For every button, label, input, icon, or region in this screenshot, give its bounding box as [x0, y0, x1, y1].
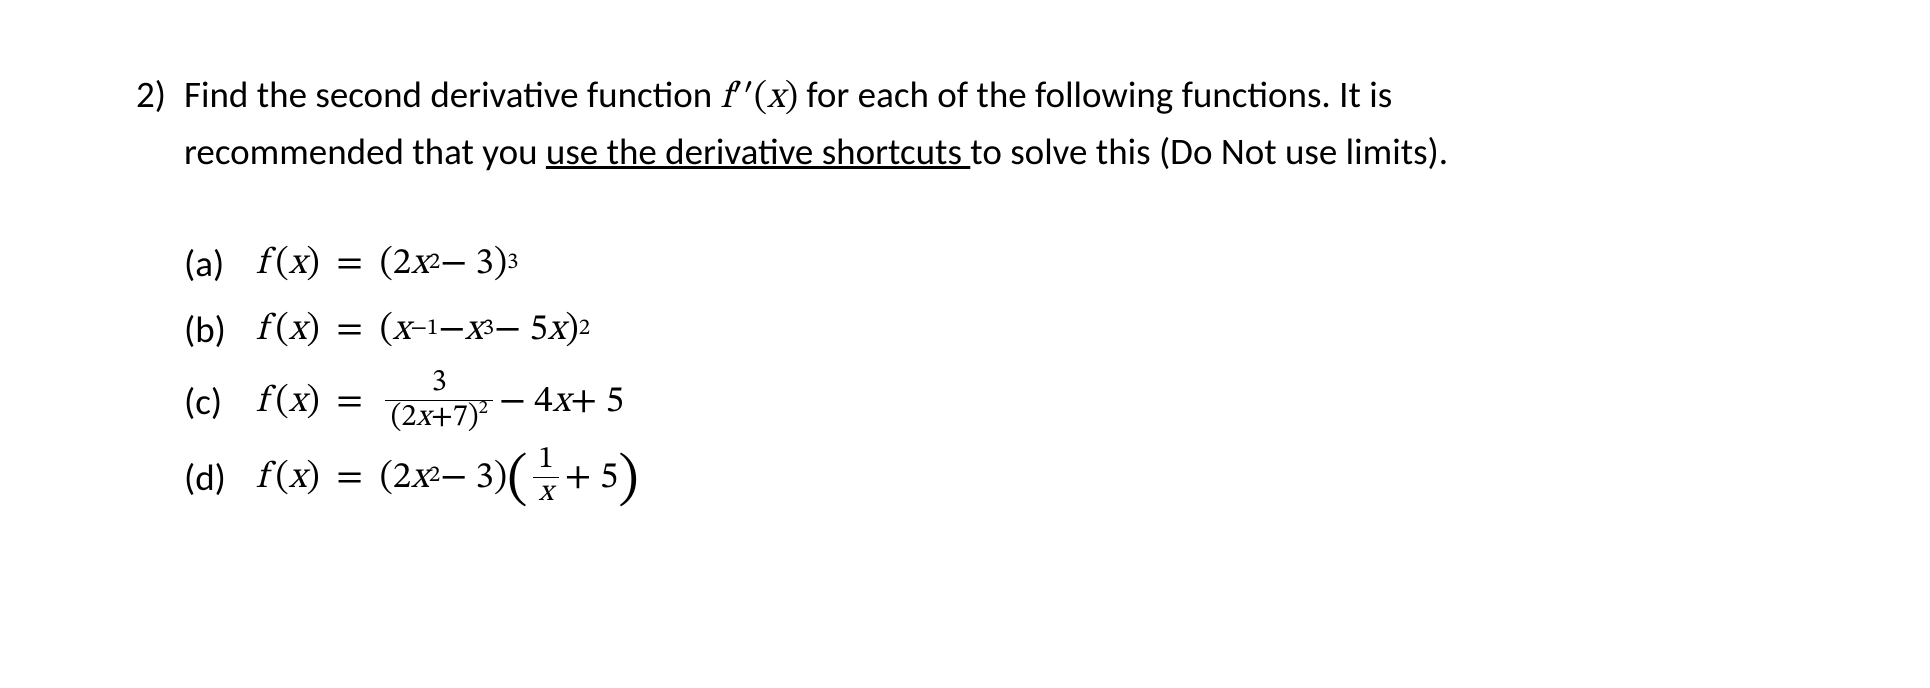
txt: − 4: [499, 375, 553, 429]
txt: + 5: [565, 451, 619, 505]
txt: (2: [391, 403, 417, 433]
var-x: x: [548, 303, 566, 357]
txt: (2: [380, 451, 412, 505]
exp: −1: [411, 313, 439, 346]
txt: −: [438, 303, 465, 357]
var-x: x: [553, 375, 571, 429]
part-a-expr: f(x)=(2x2 − 3)3: [256, 237, 518, 291]
prompt-line-2: recommended that you use the derivative …: [184, 125, 1448, 179]
prompt-text: Find the second derivative function: [184, 72, 721, 117]
denominator: (2x+7)2: [385, 400, 493, 435]
problem-number: 2): [108, 68, 184, 122]
page: 2) Find the second derivative function f…: [0, 0, 1930, 688]
part-label: (c): [184, 375, 256, 429]
prompt-text: for each of the following functions. It …: [798, 72, 1392, 117]
denominator: x: [533, 477, 558, 510]
exp: 2: [579, 313, 590, 346]
var-x: x: [393, 303, 411, 357]
part-b-expr: f(x)=(x−1 − x3 − 5x)2: [256, 303, 590, 357]
exp: 3: [507, 247, 518, 280]
part-c-expr: f(x)= 3 (2x+7)2 − 4x + 5: [256, 368, 624, 435]
parts-list: (a) f(x)=(2x2 − 3)3 (b) f(x)=(x−1 − x3 −…: [184, 236, 1448, 510]
numerator: 3: [426, 368, 452, 400]
exp: 2: [479, 400, 488, 418]
part-label: (b): [184, 303, 256, 357]
prompt-line-1: Find the second derivative function f ′′…: [184, 68, 1448, 125]
exp: 2: [429, 460, 440, 493]
part-label: (d): [184, 451, 256, 505]
prompt-text: recommended that you: [184, 129, 546, 174]
txt: − 3): [440, 237, 507, 291]
numerator: 1: [533, 445, 559, 477]
var-x: x: [411, 451, 429, 505]
prompt-underline: use the derivative shortcuts: [546, 129, 970, 174]
exp: 2: [429, 247, 440, 280]
txt: − 5: [494, 303, 548, 357]
problem-body: Find the second derivative function f ′′…: [184, 68, 1448, 520]
exp: 3: [483, 313, 494, 346]
part-c: (c) f(x)= 3 (2x+7)2 − 4x + 5: [184, 368, 1448, 435]
var-x: x: [411, 237, 429, 291]
txt: + 5: [570, 375, 624, 429]
fpp-of-x: f ′′(x): [721, 71, 798, 125]
part-d-expr: f(x)=(2x2 − 3) ( 1 x + 5): [256, 445, 639, 510]
txt: +7): [431, 403, 479, 433]
part-b: (b) f(x)=(x−1 − x3 − 5x)2: [184, 302, 1448, 358]
part-d: (d) f(x)=(2x2 − 3) ( 1 x + 5): [184, 445, 1448, 510]
problem-2: 2) Find the second derivative function f…: [108, 68, 1930, 520]
txt: − 3): [440, 451, 507, 505]
var-x: x: [465, 303, 483, 357]
part-a: (a) f(x)=(2x2 − 3)3: [184, 236, 1448, 292]
txt: (: [380, 303, 393, 357]
fraction: 1 x: [533, 445, 559, 510]
fraction: 3 (2x+7)2: [385, 368, 493, 435]
txt: (2: [380, 237, 412, 291]
var-x: x: [416, 403, 431, 433]
prompt-text: to solve this (Do Not use limits).: [970, 129, 1448, 174]
part-label: (a): [184, 237, 256, 291]
txt: ): [566, 303, 579, 357]
